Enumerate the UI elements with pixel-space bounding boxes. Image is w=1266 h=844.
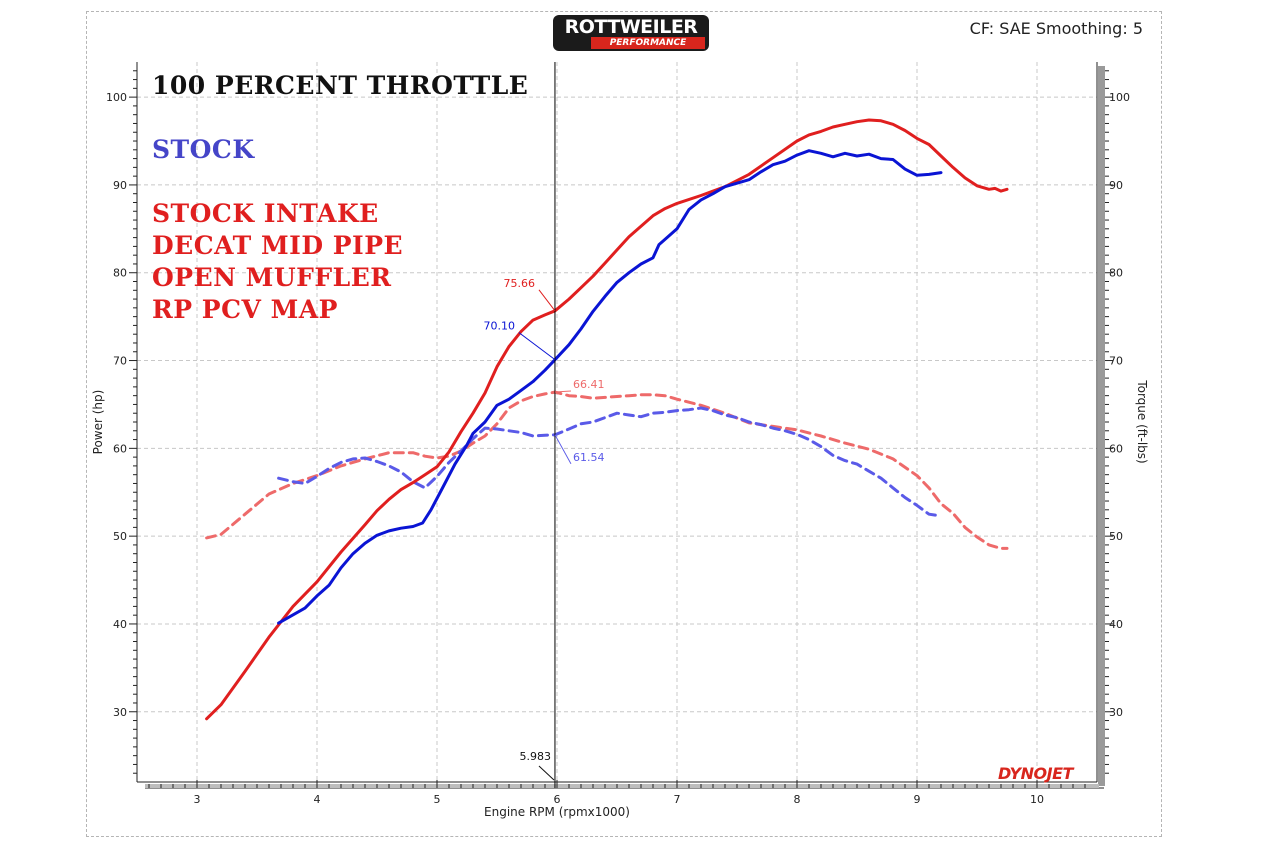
rottweiler-logo: ROTTWEILER PERFORMANCE [553,15,709,51]
readout-label-stock-power: 70.10 [483,320,515,333]
x-tick-label: 8 [794,793,801,806]
logo-subtext: PERFORMANCE [591,37,705,49]
y2-tick-label: 60 [1109,442,1123,455]
y-tick-label: 30 [113,706,127,719]
readout-label-mod-torque: 66.41 [573,378,605,391]
series-mod-power [205,118,1009,721]
y2-tick-label: 100 [1109,91,1130,104]
y-tick-label: 50 [113,530,127,543]
annotation-mod-1: STOCK INTAKE [152,199,379,228]
annotation-stock: STOCK [152,135,255,164]
y2-tick-label: 40 [1109,618,1123,631]
y-tick-label: 40 [113,618,127,631]
y-tick-label: 70 [113,355,127,368]
y-axis-title: Power (hp) [91,390,105,455]
axes: 3 4 5 6 7 8 9 10 30 40 50 60 70 80 90 100 30 40 50 60 70 80 90… [91,62,1149,819]
y-tick-label: 60 [113,442,127,455]
x-tick-label: 7 [674,793,681,806]
readout-pointer-mod-torque [554,390,571,393]
x-tick-label: 6 [554,793,561,806]
x-tick-label: 4 [314,793,321,806]
x-tick-label: 5 [434,793,441,806]
grid [137,62,1097,782]
annotation-title: 100 PERCENT THROTTLE [152,71,529,100]
series-stock-torque [277,406,943,518]
correction-factor-label: CF: SAE Smoothing: 5 [969,19,1143,38]
x-axis-title: Engine RPM (rpmx1000) [484,805,630,819]
y-tick-label: 90 [113,179,127,192]
annotation-mod-3: OPEN MUFFLER [152,263,392,292]
cursor-rpm-pointer [538,765,555,781]
readout-pointer-stock-power [518,332,556,361]
y2-tick-label: 80 [1109,267,1123,280]
x-tick-label: 9 [914,793,921,806]
series-stock-power [277,149,943,625]
y2-tick-label: 90 [1109,179,1123,192]
dynojet-text: DYNOJET [998,764,1073,783]
readout-pointer-stock-torque [554,434,572,465]
logo-text: ROTTWEILER [564,16,698,38]
plot-shadow-bottom [145,784,1099,788]
y2-tick-label: 50 [1109,530,1123,543]
y2-tick-label: 30 [1109,706,1123,719]
readout-pointer-mod-power [538,289,556,312]
plot-shadow-right [1098,66,1105,786]
annotation-mod-2: DECAT MID PIPE [152,231,404,260]
cursor: 5.983 75.66 70.10 66.41 61.54 [483,62,604,788]
annotation-mod-4: RP PCV MAP [152,295,338,324]
readout-label-stock-torque: 61.54 [573,451,605,464]
cursor-rpm-label: 5.983 [519,750,551,763]
y-tick-label: 80 [113,267,127,280]
y2-tick-label: 70 [1109,355,1123,368]
y2-axis-title: Torque (ft-lbs) [1135,379,1149,463]
series-mod-torque [205,390,1009,550]
dynojet-watermark: DYNOJET [998,764,1073,783]
x-tick-label: 10 [1030,793,1044,806]
series [205,118,1009,721]
chart-frame [86,11,1162,837]
y-tick-label: 100 [106,91,127,104]
readout-label-mod-power: 75.66 [503,277,535,290]
x-tick-label: 3 [194,793,201,806]
